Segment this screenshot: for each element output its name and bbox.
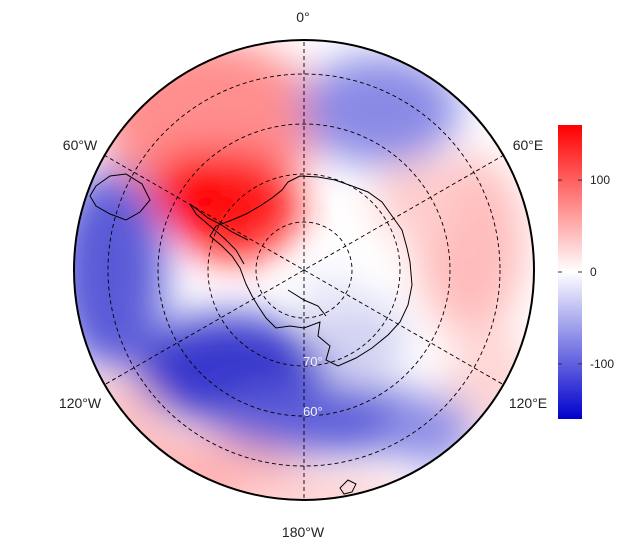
ross-ice-shelf	[287, 289, 327, 317]
colorbar-tick-label: 0	[590, 265, 597, 279]
south-america-tip	[89, 173, 151, 221]
lon-label-120e: 120°E	[509, 395, 547, 411]
colorbar: 100 0 -100	[558, 125, 614, 419]
new-zealand	[339, 479, 357, 495]
lon-label-120w: 120°W	[59, 395, 102, 411]
map-boundary	[73, 39, 535, 501]
lat-label-60: 60°	[303, 404, 323, 419]
colorbar-tick-label: -100	[590, 357, 614, 371]
graticule	[103, 40, 505, 500]
lat-circle-60	[157, 123, 451, 417]
lat-circle-50	[107, 73, 501, 467]
lat-circle-70	[207, 173, 401, 367]
anomaly-field	[74, 40, 534, 500]
lon-label-60w: 60°W	[63, 137, 98, 153]
antarctica-coastline	[209, 175, 413, 367]
lon-label-0: 0°	[296, 9, 309, 25]
lat-label-70: 70°	[303, 354, 323, 369]
lon-label-180w: 180°W	[282, 524, 325, 540]
lat-circle-80	[255, 221, 353, 319]
colorbar-tick-label: 100	[590, 173, 610, 187]
lon-label-60e: 60°E	[513, 137, 544, 153]
